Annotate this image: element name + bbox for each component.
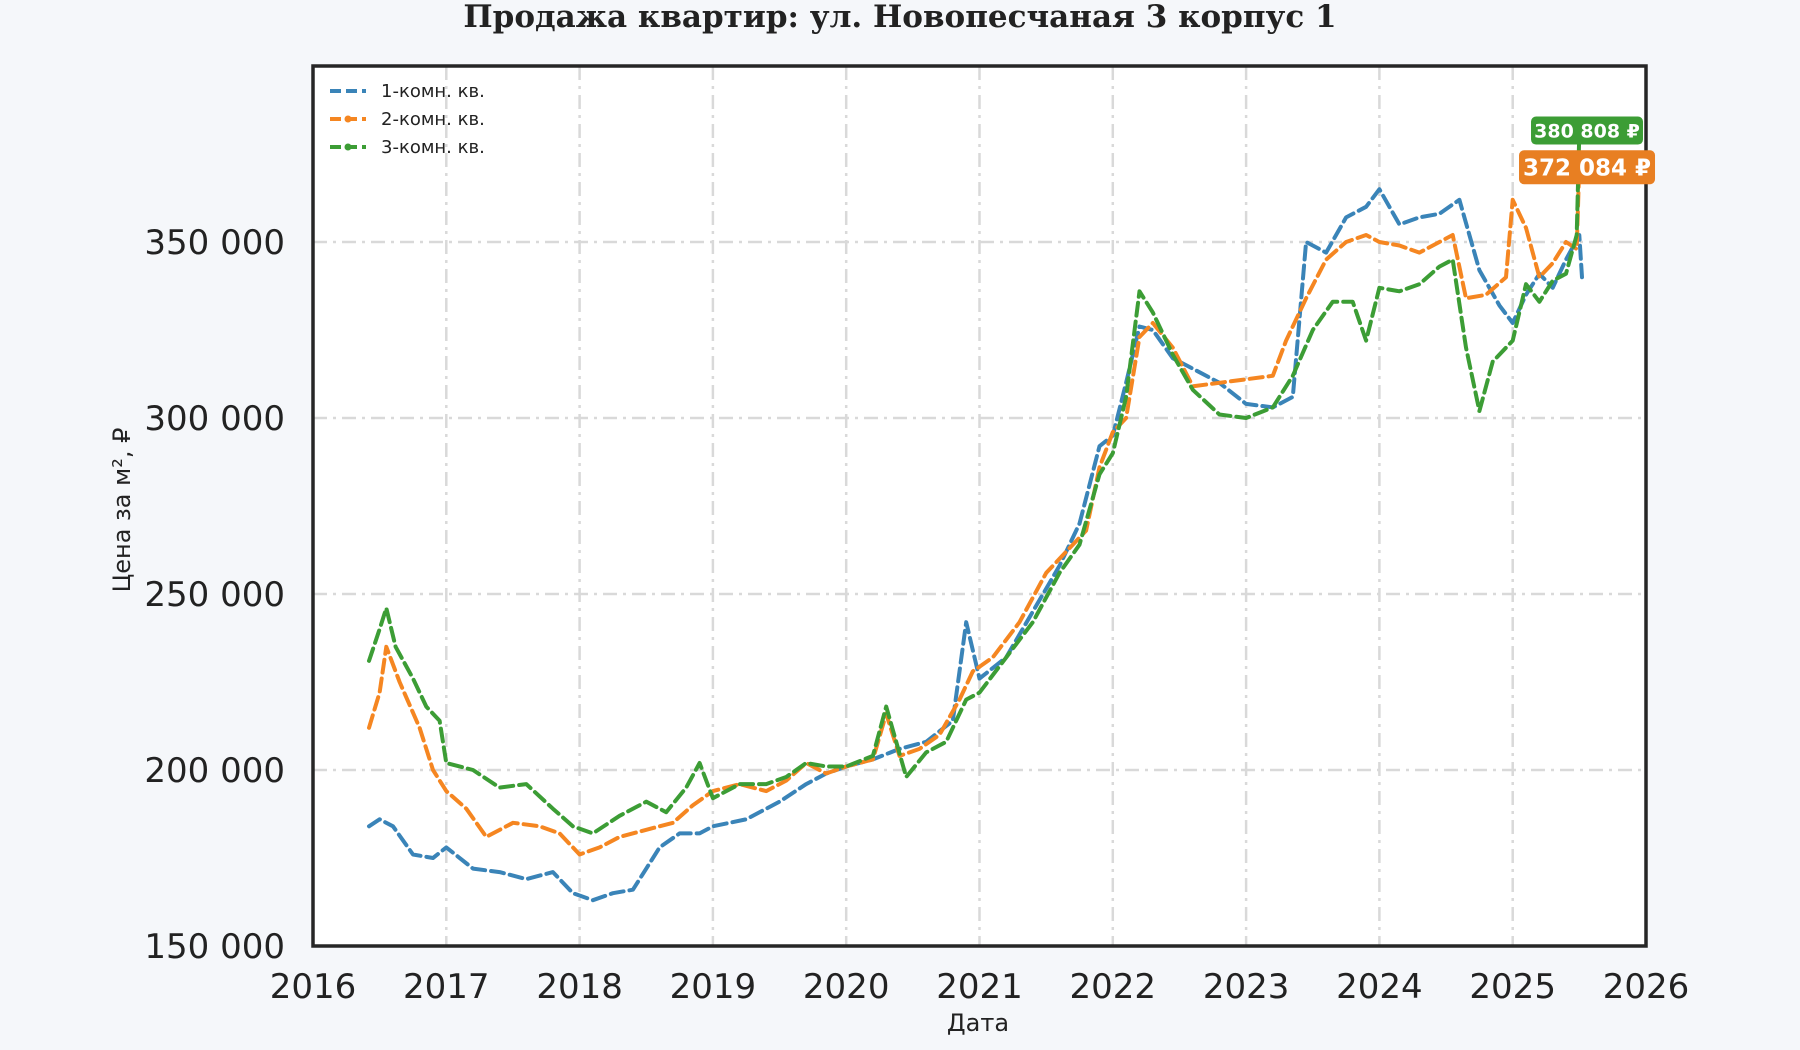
series-line-1 bbox=[367, 187, 1584, 903]
legend-label-3: 3-комн. кв. bbox=[381, 137, 485, 158]
x-axis-label: Дата bbox=[947, 1009, 1009, 1037]
y-tick-label: 350 000 bbox=[144, 223, 285, 263]
x-tick-label: 2023 bbox=[1203, 967, 1290, 1007]
x-tick-label: 2025 bbox=[1469, 967, 1556, 1007]
value-badge-label-2: 372 084 ₽ bbox=[1523, 156, 1651, 182]
chart-title: Продажа квартир: ул. Новопесчаная 3 корп… bbox=[463, 0, 1336, 35]
value-badge-label-1: 380 808 ₽ bbox=[1534, 120, 1640, 142]
y-axis-label: Цена за м², ₽ bbox=[108, 428, 136, 593]
plot-frame bbox=[311, 64, 1648, 948]
value-badge-2 bbox=[1519, 150, 1656, 185]
x-tick-label: 2019 bbox=[670, 967, 757, 1007]
y-tick-label: 250 000 bbox=[144, 575, 285, 615]
legend-label-2: 2-комн. кв. bbox=[381, 109, 485, 130]
x-tick-label: 2024 bbox=[1336, 967, 1423, 1007]
series-line-2 bbox=[367, 162, 1584, 857]
plot-area: 2016 2017 2018 2019 2020 2021 2022 2023 2024 2025… bbox=[144, 64, 1690, 1007]
x-tick-label: 2022 bbox=[1070, 967, 1157, 1007]
y-tick-label: 300 000 bbox=[144, 399, 285, 439]
x-tick-label: 2021 bbox=[936, 967, 1023, 1007]
x-tick-label: 2016 bbox=[270, 967, 357, 1007]
y-tick-label: 200 000 bbox=[144, 751, 285, 791]
x-tick-label: 2026 bbox=[1603, 967, 1690, 1007]
x-tick-label: 2020 bbox=[803, 967, 890, 1007]
value-badge-1 bbox=[1531, 116, 1644, 145]
legend-marker-2 bbox=[344, 115, 352, 123]
series-line-3 bbox=[367, 131, 1584, 836]
x-tick-label: 2017 bbox=[403, 967, 490, 1007]
legend-marker-3 bbox=[344, 143, 352, 151]
legend-label-1: 1-комн. кв. bbox=[381, 81, 485, 102]
x-tick-label: 2018 bbox=[536, 967, 623, 1007]
y-tick-label: 150 000 bbox=[144, 927, 285, 967]
